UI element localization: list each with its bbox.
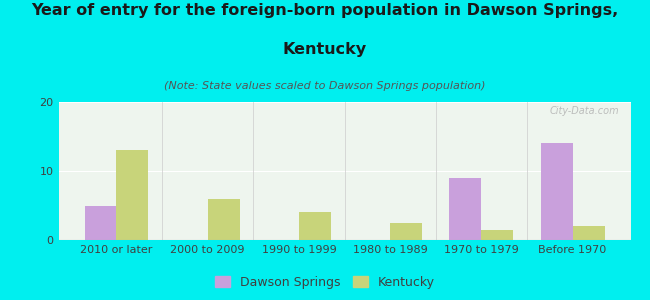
Text: Kentucky: Kentucky (283, 42, 367, 57)
Text: Year of entry for the foreign-born population in Dawson Springs,: Year of entry for the foreign-born popul… (31, 3, 619, 18)
Bar (84, 206, 116, 240)
Bar (207, 199, 240, 240)
Text: (Note: State values scaled to Dawson Springs population): (Note: State values scaled to Dawson Spr… (164, 81, 486, 91)
Bar (116, 150, 148, 240)
Bar (299, 212, 331, 240)
Text: City-Data.com: City-Data.com (549, 106, 619, 116)
Bar (541, 143, 573, 240)
Bar (449, 178, 482, 240)
Bar (482, 230, 514, 240)
Legend: Dawson Springs, Kentucky: Dawson Springs, Kentucky (210, 271, 440, 294)
Bar (573, 226, 604, 240)
Bar (390, 223, 422, 240)
